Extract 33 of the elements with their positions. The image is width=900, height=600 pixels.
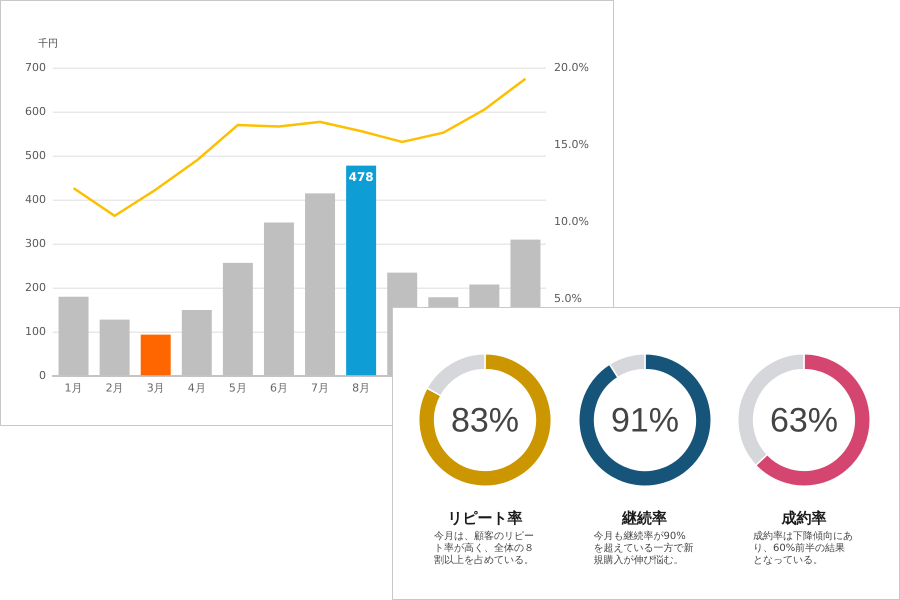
- data-label: 478: [348, 170, 374, 184]
- data-label: 91%: [610, 401, 679, 440]
- y-tick-label: 600: [25, 104, 46, 118]
- bar: [140, 334, 171, 376]
- y-axis-title: 千円: [38, 38, 58, 50]
- y-tick-label: 700: [25, 60, 46, 74]
- text: 今月も継続率が90%を超えている一方で新規購入が伸び悩む。: [594, 531, 694, 567]
- y-tick-label: 100: [25, 324, 46, 338]
- x-tick-label: 1月: [64, 381, 83, 394]
- x-tick-label: 3月: [146, 381, 165, 394]
- y-tick-label: 400: [25, 192, 46, 206]
- text: 成約率は下降傾向にあり、60%前半の結果となっている。: [753, 531, 854, 567]
- y2-tick-label: 10.0%: [554, 214, 589, 228]
- y2-tick-label: 5.0%: [554, 292, 582, 305]
- y2-tick-label: 20.0%: [554, 60, 589, 74]
- bar: [346, 166, 376, 376]
- x-tick-label: 2月: [106, 381, 124, 394]
- x-tick-label: 5月: [228, 381, 247, 394]
- y-tick-label: 300: [25, 236, 46, 250]
- x-tick-label: 4月: [188, 381, 206, 394]
- y-tick-label: 500: [25, 148, 46, 162]
- x-tick-label: 7月: [311, 381, 330, 394]
- text: 今月は、顧客のリピート率が高く、全体の８割以上を占めている。: [434, 531, 535, 567]
- data-label: 83%: [450, 401, 520, 440]
- x-tick-label: 8月: [352, 381, 370, 394]
- y-tick-label: 0: [39, 368, 46, 382]
- data-label: 63%: [770, 401, 838, 440]
- text: 継続率: [620, 509, 668, 527]
- y-tick-label: 200: [25, 280, 46, 294]
- x-tick-label: 6月: [270, 381, 288, 394]
- y2-tick-label: 15.0%: [554, 138, 589, 151]
- text: 成約率: [780, 509, 828, 527]
- text: リピート率: [446, 509, 524, 527]
